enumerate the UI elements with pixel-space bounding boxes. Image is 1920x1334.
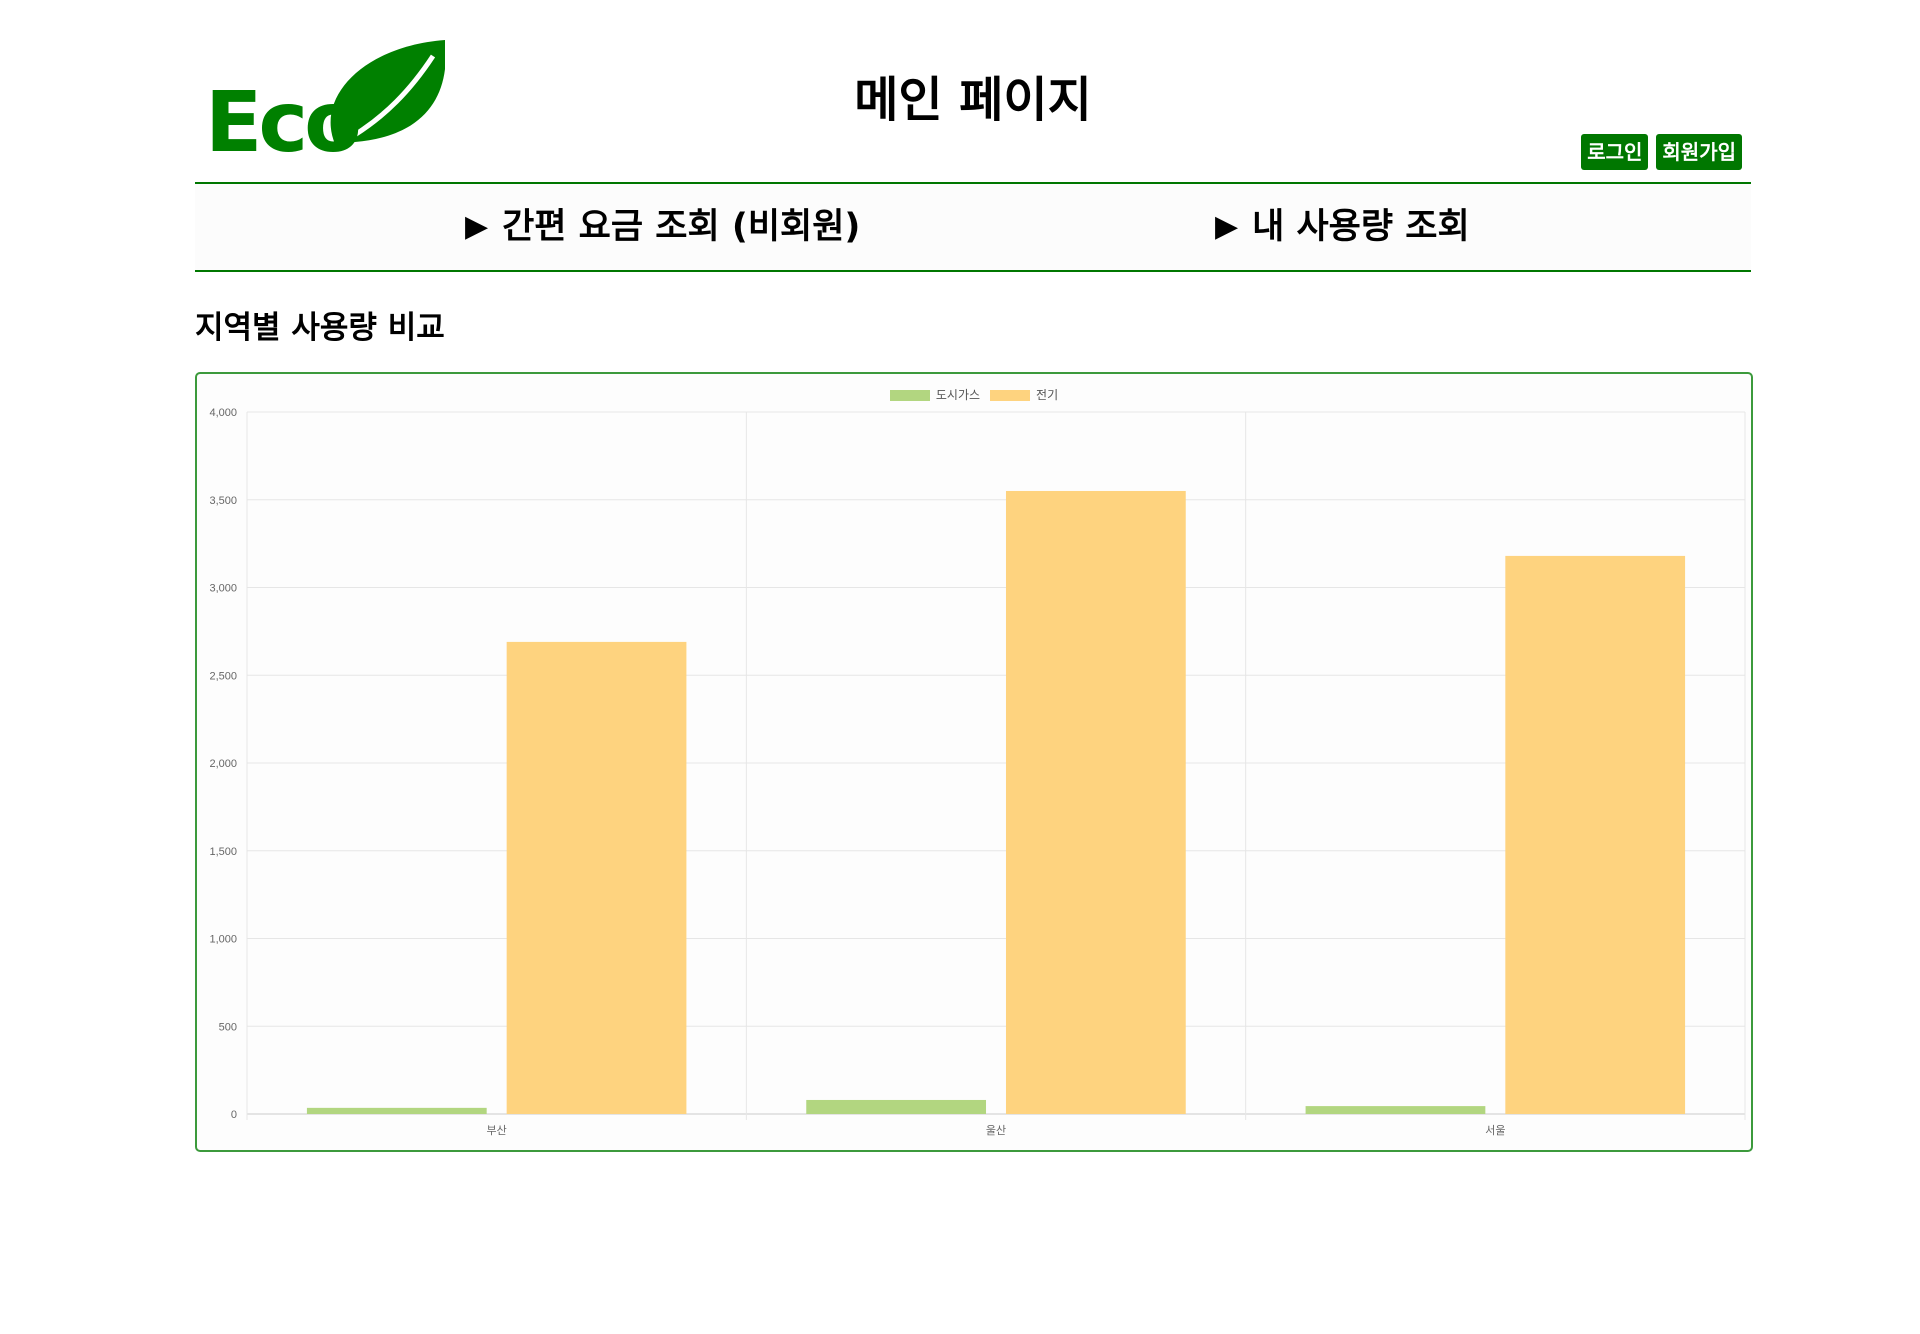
y-tick-label: 3,000 (209, 583, 237, 595)
x-tick-label: 부산 (487, 1124, 507, 1137)
bar-1-0 (506, 641, 687, 1114)
logo-text: Eco (205, 73, 362, 171)
bar-0-0 (306, 1107, 487, 1114)
usage-chart: 도시가스 전기 0 500 1,000 1,500 2,000 2,500 3,000 3,5… (195, 372, 1753, 1152)
legend-swatch-gas (889, 389, 930, 401)
legend-item-electric[interactable]: 전기 (990, 388, 1058, 402)
bar-0-2 (1305, 1106, 1486, 1114)
y-tick-label: 2,000 (209, 758, 237, 770)
chart-plot: 0 500 1,000 1,500 2,000 2,500 3,000 3,500 4,000 부… (209, 407, 1746, 1137)
legend-swatch-electric (990, 389, 1031, 401)
legend-label: 도시가스 (935, 388, 981, 402)
x-tick-label: 울산 (986, 1124, 1006, 1137)
y-tick-label: 3,500 (209, 495, 237, 507)
bar-1-1 (1005, 490, 1186, 1115)
page-title: 메인 페이지 (854, 72, 1092, 128)
y-tick-label: 1,500 (209, 846, 237, 858)
login-button[interactable]: 로그인 (1581, 134, 1649, 170)
eco-logo[interactable]: Eco (205, 36, 445, 166)
legend-item-gas[interactable]: 도시가스 (889, 388, 981, 402)
y-tick-label: 1,000 (209, 934, 237, 946)
main-nav: ▶ 간편 요금 조회 (비회원) ▶ 내 사용량 조회 (195, 184, 1751, 272)
bar-0-1 (806, 1099, 987, 1114)
nav-item-my-usage[interactable]: ▶ 내 사용량 조회 (1215, 206, 1470, 248)
nav-item-quick-fee[interactable]: ▶ 간편 요금 조회 (비회원) (465, 206, 860, 248)
leaf-icon (330, 40, 445, 144)
nav-item-label: 간편 요금 조회 (비회원) (502, 207, 861, 247)
y-tick-label: 500 (219, 1021, 237, 1033)
section-title: 지역별 사용량 비교 (195, 310, 445, 346)
signup-button[interactable]: 회원가입 (1656, 134, 1742, 170)
y-tick-label: 2,500 (209, 670, 237, 682)
chart-legend: 도시가스 전기 (197, 388, 1751, 402)
site-header: Eco 메인 페이지 로그인 회원가입 (195, 0, 1751, 184)
nav-item-label: 내 사용량 조회 (1252, 207, 1470, 247)
legend-label: 전기 (1036, 388, 1059, 402)
auth-buttons: 로그인 회원가입 (1581, 134, 1742, 170)
x-tick-label: 서울 (1485, 1124, 1505, 1137)
y-tick-label: 0 (231, 1109, 237, 1121)
play-triangle-icon: ▶ (1215, 209, 1239, 244)
play-triangle-icon: ▶ (465, 209, 489, 244)
bar-1-2 (1505, 555, 1686, 1114)
y-tick-label: 4,000 (209, 407, 237, 419)
